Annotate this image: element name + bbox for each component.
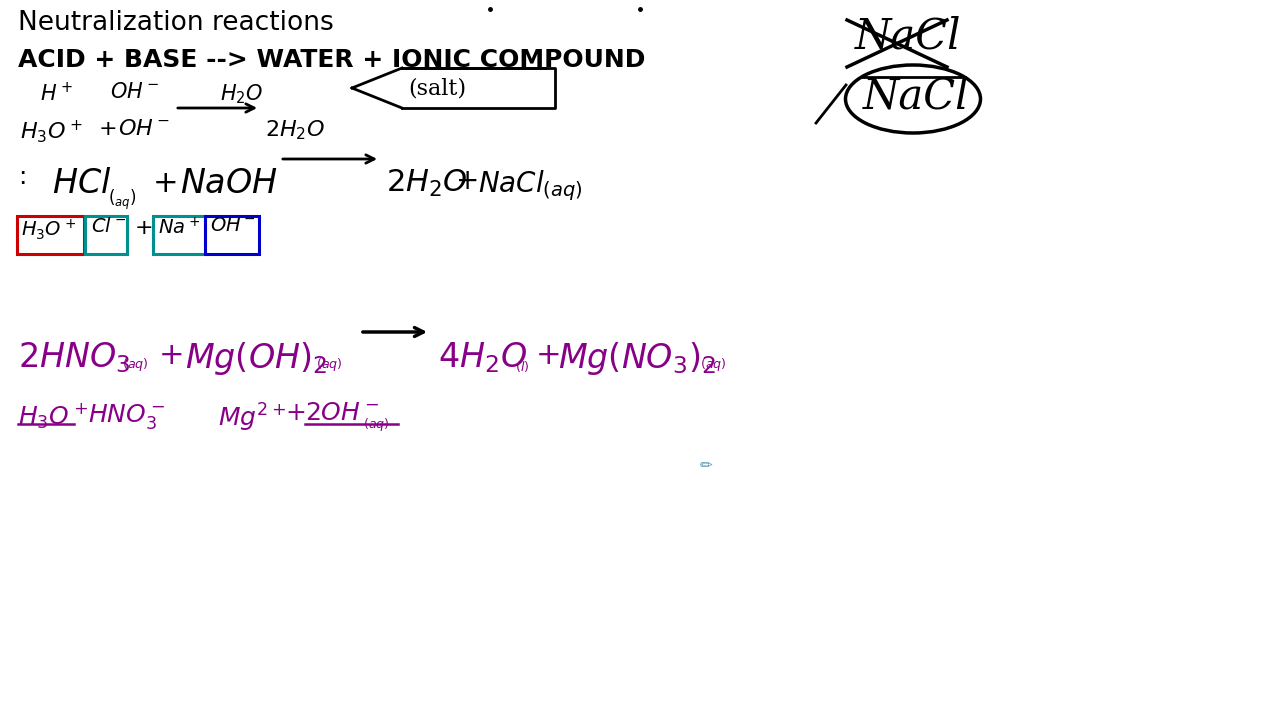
Text: $+$: $+$ <box>285 402 305 425</box>
Text: $H_2O$: $H_2O$ <box>220 82 264 106</box>
Text: $Mg^{2+}$: $Mg^{2+}$ <box>218 402 285 434</box>
Text: $_{(aq)}$: $_{(aq)}$ <box>122 356 148 374</box>
Text: $+$: $+$ <box>157 340 182 371</box>
Text: $_{(aq)}$: $_{(aq)}$ <box>364 416 389 434</box>
Text: $Cl^-$: $Cl^-$ <box>91 217 127 236</box>
Text: $+$: $+$ <box>99 118 116 140</box>
Text: $+$: $+$ <box>454 168 477 195</box>
Text: $_{(aq)}$: $_{(aq)}$ <box>316 356 343 374</box>
Text: NaCl: NaCl <box>855 15 961 57</box>
Text: $Na^+$: $Na^+$ <box>157 217 200 238</box>
Text: $2H_2O$: $2H_2O$ <box>387 168 467 199</box>
Text: NaCl: NaCl <box>863 75 969 117</box>
Text: $OH^-$: $OH^-$ <box>210 217 256 235</box>
Text: Neutralization reactions: Neutralization reactions <box>18 10 334 36</box>
Text: $NaOH$: $NaOH$ <box>180 168 278 200</box>
Text: (salt): (salt) <box>408 77 466 99</box>
Text: $OH^-$: $OH^-$ <box>118 118 170 140</box>
Text: $H_3O^+$: $H_3O^+$ <box>18 402 88 431</box>
Text: $H^+$: $H^+$ <box>40 82 73 105</box>
Text: $Mg(NO_3)_2$: $Mg(NO_3)_2$ <box>558 340 716 377</box>
Text: $+$: $+$ <box>535 340 559 371</box>
Text: $(_{aq})$: $(_{aq})$ <box>108 188 137 212</box>
Text: $Mg(OH)_2$: $Mg(OH)_2$ <box>186 340 328 377</box>
Text: $+$: $+$ <box>152 168 177 199</box>
Text: ACID + BASE --> WATER + IONIC COMPOUND: ACID + BASE --> WATER + IONIC COMPOUND <box>18 48 645 72</box>
Text: $_{(aq)}$: $_{(aq)}$ <box>700 356 727 374</box>
Text: $HCl$: $HCl$ <box>52 168 111 200</box>
Text: $HNO_3^-$: $HNO_3^-$ <box>88 402 165 431</box>
Text: $H_3O^+$: $H_3O^+$ <box>20 118 83 145</box>
Text: $2HNO_3$: $2HNO_3$ <box>18 340 131 374</box>
Text: $OH^-$: $OH^-$ <box>110 82 159 102</box>
Text: $NaCl_{(aq)}$: $NaCl_{(aq)}$ <box>477 168 582 202</box>
Text: $4H_2O$: $4H_2O$ <box>438 340 527 374</box>
Text: $_{(l)}$: $_{(l)}$ <box>515 356 530 374</box>
Text: $H_3O^+$: $H_3O^+$ <box>20 217 77 242</box>
Text: :: : <box>18 165 27 189</box>
Text: $2H_2O$: $2H_2O$ <box>265 118 325 142</box>
Text: $2OH^-$: $2OH^-$ <box>305 402 379 425</box>
Text: ✏: ✏ <box>700 458 713 473</box>
Text: $+$: $+$ <box>134 217 152 239</box>
